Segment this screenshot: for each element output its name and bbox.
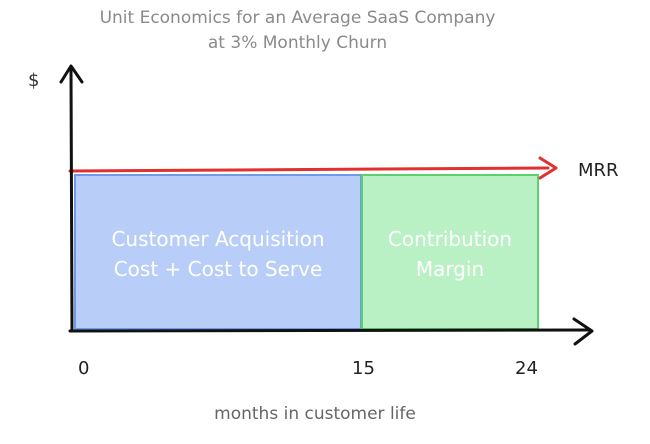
x-axis-arrowhead: [572, 317, 594, 346]
mrr-line: [68, 166, 550, 173]
mrr-arrowhead: [538, 156, 558, 180]
x-axis-label: months in customer life: [214, 404, 416, 424]
y-axis-label: $: [28, 70, 40, 91]
margin-label-line-2: Margin: [415, 257, 485, 281]
cac-label-line-2: Cost + Cost to Serve: [113, 257, 323, 281]
diagram-title: Unit Economics for an Average SaaS Compa…: [0, 6, 595, 56]
mrr-label: MRR: [578, 160, 619, 181]
tick-15: 15: [352, 358, 375, 379]
margin-label-line-1: Contribution: [387, 227, 513, 251]
margin-region: [361, 174, 539, 330]
tick-24: 24: [515, 358, 538, 379]
cac-region-label: Customer Acquisition Cost + Cost to Serv…: [75, 224, 361, 284]
tick-0: 0: [78, 358, 90, 379]
cac-label-line-1: Customer Acquisition: [111, 227, 325, 251]
y-axis-arrowhead: [59, 64, 84, 84]
x-axis: [68, 328, 592, 333]
title-line-1: Unit Economics for an Average SaaS Compa…: [99, 8, 496, 28]
margin-region-label: Contribution Margin: [362, 224, 538, 284]
cac-region: [74, 174, 362, 330]
title-line-2: at 3% Monthly Churn: [207, 33, 388, 53]
y-axis: [69, 68, 74, 332]
